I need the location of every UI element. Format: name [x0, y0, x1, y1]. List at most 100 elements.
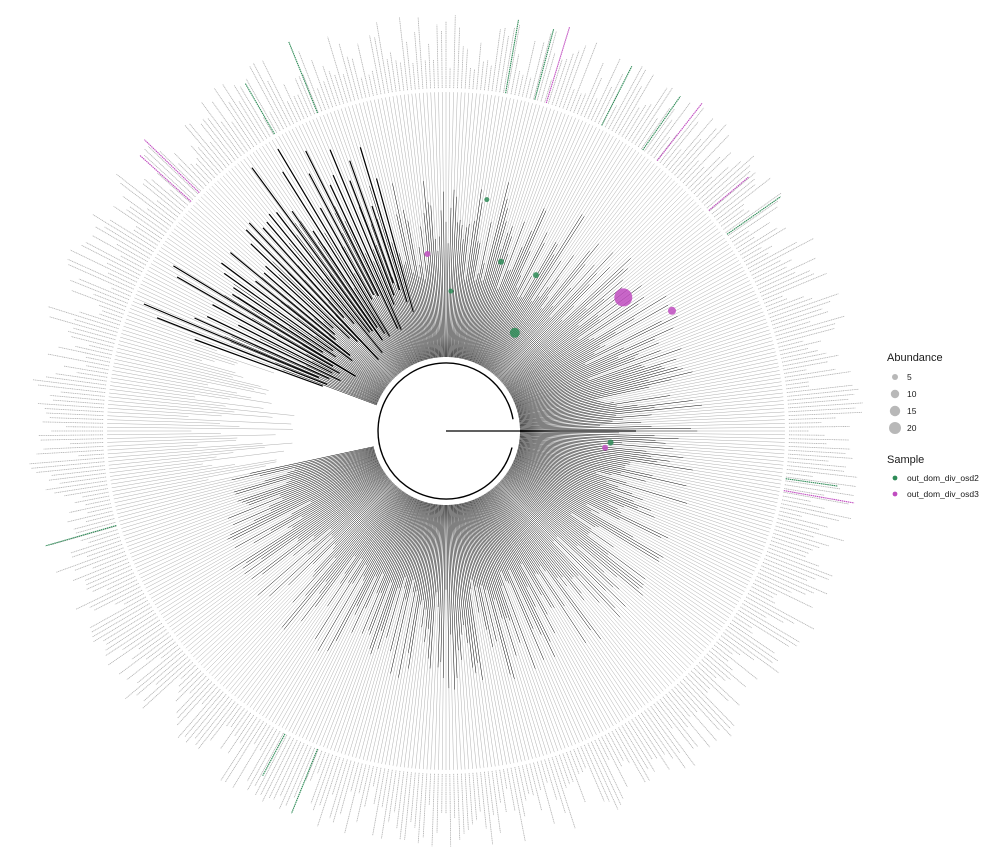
tip-label	[441, 773, 443, 813]
tip-label	[108, 272, 136, 287]
tip-connector	[184, 541, 314, 650]
tip-label	[55, 373, 107, 382]
tip-label	[317, 88, 326, 111]
tip-label	[92, 235, 146, 266]
tip-label	[786, 385, 810, 390]
tree-branch	[413, 503, 431, 580]
tip-connector	[166, 558, 262, 625]
tip-connector	[508, 583, 577, 746]
tip-label	[769, 543, 807, 558]
tip-label	[774, 321, 811, 333]
tree-branch	[451, 504, 463, 635]
tree-branch	[374, 297, 412, 366]
tree-branch	[499, 481, 614, 588]
tip-connector	[258, 558, 362, 715]
tip-label	[566, 88, 575, 111]
tip-connector	[315, 633, 363, 746]
tip-label	[788, 446, 851, 450]
tip-label	[68, 330, 115, 344]
tip-connector	[447, 90, 450, 244]
tree-branch	[518, 446, 653, 476]
tree-branch	[513, 460, 609, 503]
tree-branch	[363, 495, 410, 577]
tip-label	[781, 352, 827, 363]
tip-connector	[554, 656, 594, 738]
tree-branch	[398, 501, 425, 589]
tip-label	[698, 662, 717, 679]
tip-connector	[106, 437, 238, 443]
tree-branch	[501, 479, 578, 546]
tree-branch	[259, 448, 375, 476]
tip-label	[693, 176, 712, 195]
tip-label	[784, 369, 807, 374]
tip-label	[360, 77, 367, 98]
tip-label	[109, 219, 156, 249]
tip-label	[135, 225, 160, 243]
tip-connector	[599, 513, 746, 593]
tree-branch	[449, 196, 457, 358]
tip-connector	[130, 518, 229, 558]
tree-branch	[262, 476, 388, 575]
tree-branch	[518, 402, 605, 419]
tree-branch	[500, 480, 620, 590]
tree-branch	[461, 503, 494, 648]
tree-branch	[245, 229, 358, 343]
tip-label	[788, 426, 850, 428]
tree-branch	[283, 488, 400, 630]
tip-label	[716, 641, 733, 655]
tip-label	[105, 616, 158, 651]
tip-connector	[652, 475, 779, 504]
tip-connector	[246, 556, 356, 707]
tip-connector	[182, 215, 329, 336]
tip-connector	[571, 513, 730, 619]
tip-label	[772, 308, 823, 326]
tip-label	[85, 514, 114, 523]
tip-label	[32, 379, 106, 390]
tree-branch	[515, 348, 682, 407]
tip-label	[754, 266, 787, 283]
tree-branch	[351, 497, 415, 633]
tree-branch	[467, 501, 517, 656]
tip-connector	[208, 187, 342, 324]
tip-connector	[545, 121, 587, 211]
tip-connector	[110, 377, 272, 404]
tip-connector	[531, 118, 580, 231]
tip-label	[146, 208, 172, 227]
tip-connector	[227, 169, 290, 244]
tip-label	[144, 154, 194, 200]
tip-connector	[466, 92, 481, 228]
tree-branch	[297, 474, 387, 539]
tree-branch	[508, 469, 660, 562]
tip-label	[631, 87, 668, 143]
tree-branch	[403, 209, 433, 359]
tip-connector	[475, 586, 511, 765]
tip-connector	[359, 102, 400, 254]
tree-branch	[506, 339, 579, 390]
tip-connector	[666, 253, 736, 297]
tree-branch	[489, 490, 602, 640]
tree-branch	[408, 503, 434, 653]
tip-connector	[570, 174, 670, 289]
tip-connector	[501, 585, 563, 751]
tip-label	[431, 773, 435, 847]
tip-connector	[164, 568, 243, 622]
tip-label	[220, 710, 248, 749]
tip-label	[51, 469, 106, 476]
tip-label	[56, 547, 124, 573]
tip-connector	[520, 124, 594, 276]
tree-branch	[448, 504, 455, 690]
tree-branch	[490, 296, 549, 373]
tree-branch	[510, 467, 634, 538]
tip-connector	[162, 243, 290, 328]
tip-label	[40, 438, 104, 441]
tip-connector	[175, 224, 298, 318]
tip-connector	[512, 107, 552, 227]
tree-branch	[496, 484, 621, 618]
tree-branch	[460, 273, 479, 359]
tree-branch	[306, 353, 382, 396]
tip-connector	[187, 210, 315, 319]
tip-label	[784, 488, 825, 496]
tip-connector	[531, 147, 634, 302]
tree-branch	[451, 224, 463, 358]
abundance-point	[668, 306, 676, 315]
